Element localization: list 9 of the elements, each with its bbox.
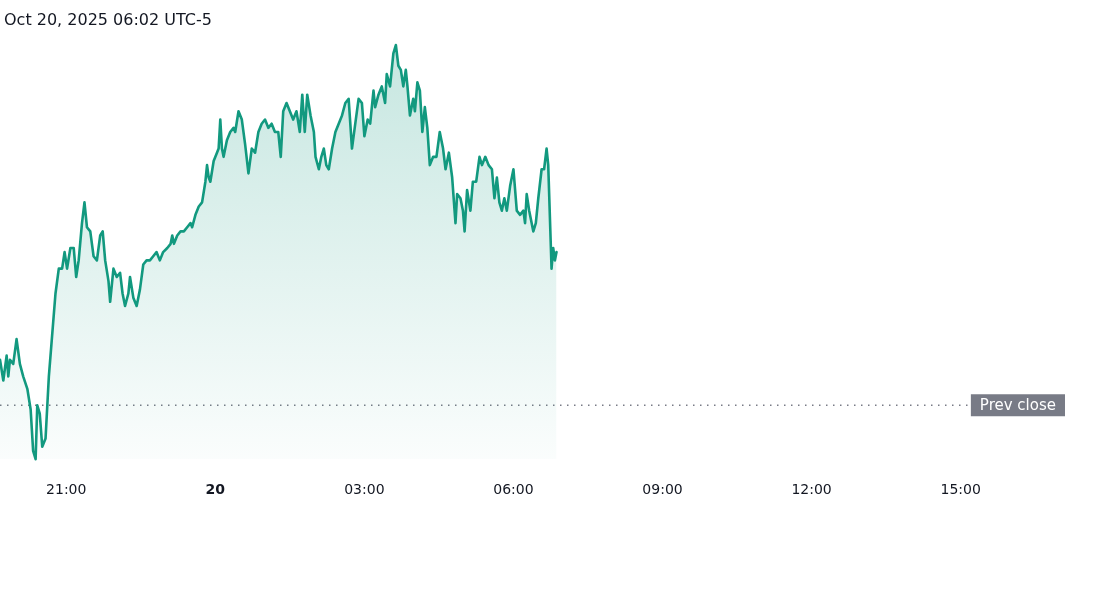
x-tick-label: 06:00 — [493, 481, 534, 498]
x-tick-label: 21:00 — [46, 481, 87, 498]
x-tick-label: 09:00 — [642, 481, 683, 498]
ref-line-label: Prev close — [979, 396, 1057, 415]
chart-title: Oct 20, 2025 06:02 UTC-5 — [4, 10, 212, 29]
x-tick-label: 03:00 — [344, 481, 385, 498]
x-tick-label: 12:00 — [791, 481, 832, 498]
x-tick-label: 20 — [205, 481, 226, 498]
x-tick-label: 15:00 — [940, 481, 981, 498]
